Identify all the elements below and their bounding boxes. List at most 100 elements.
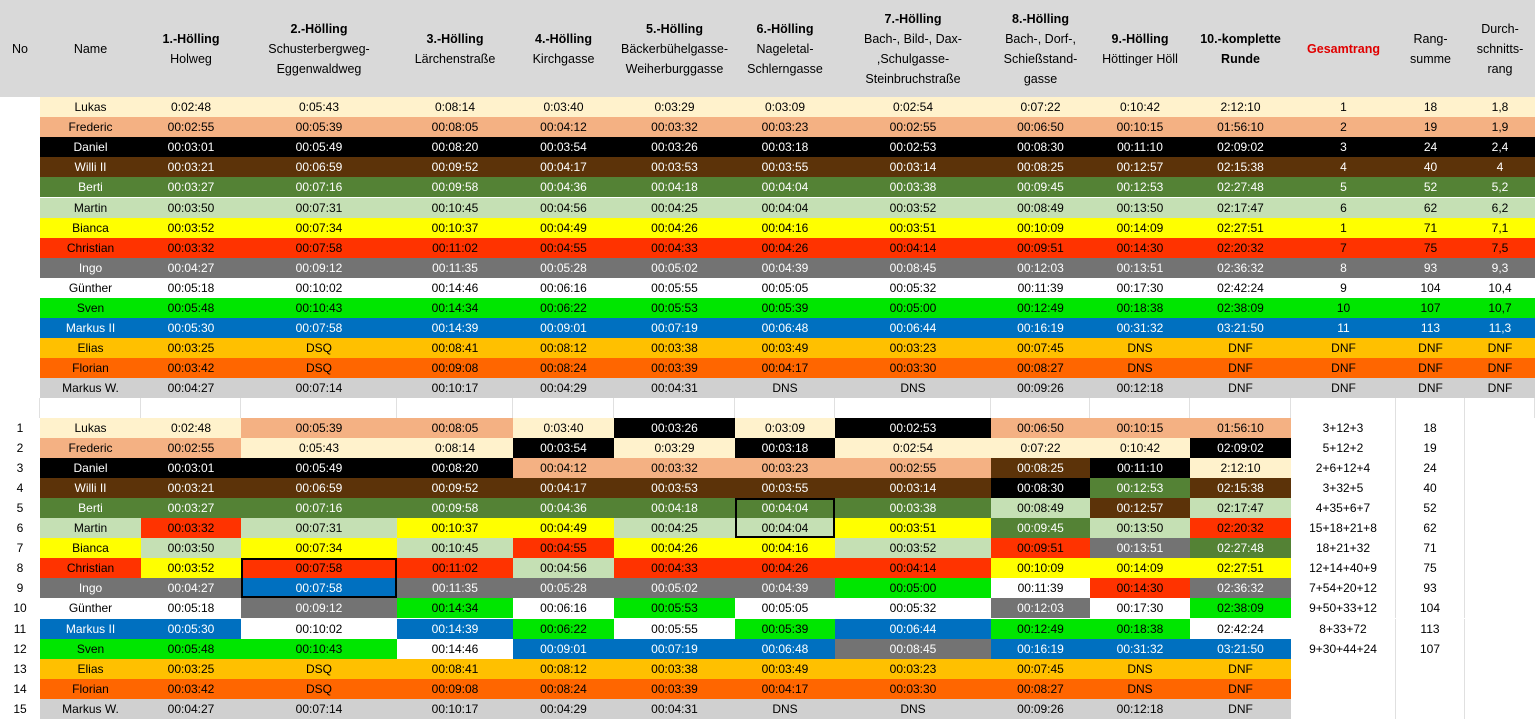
ranked-time-cell[interactable]: 00:06:48	[735, 638, 835, 659]
ranked-time-cell[interactable]: 00:10:45	[397, 538, 513, 559]
time-cell[interactable]: 00:04:04	[735, 197, 835, 218]
name-cell[interactable]: Sven	[40, 638, 141, 659]
ranked-time-cell[interactable]: 00:05:28	[513, 578, 614, 599]
ranked-time-cell[interactable]: 02:17:47	[1190, 497, 1291, 518]
name-cell[interactable]: Willi II	[40, 157, 141, 178]
ranked-time-cell[interactable]: DNS	[1090, 658, 1190, 679]
time-cell[interactable]: 00:31:32	[1090, 318, 1190, 339]
ranked-time-cell[interactable]: 00:10:43	[241, 638, 397, 659]
row-number[interactable]	[0, 258, 40, 278]
ranked-time-cell[interactable]: 00:04:16	[735, 538, 835, 559]
time-cell[interactable]: 00:05:30	[141, 318, 241, 339]
time-cell[interactable]: 00:12:49	[991, 298, 1090, 319]
average-rank-cell[interactable]: 6,2	[1465, 197, 1535, 218]
ranked-time-cell[interactable]: 00:03:55	[735, 477, 835, 498]
time-cell[interactable]: 00:09:52	[397, 157, 513, 178]
time-cell[interactable]: 02:27:51	[1190, 217, 1291, 238]
rank-sum-cell[interactable]: 104	[1396, 598, 1465, 619]
ranked-time-cell[interactable]: 0:03:09	[735, 417, 835, 438]
row-number[interactable]	[0, 278, 40, 298]
rank-sum-cell[interactable]: 52	[1396, 177, 1465, 198]
rank-sum-cell[interactable]: 52	[1396, 497, 1465, 518]
rank-sum-cell[interactable]: 113	[1396, 618, 1465, 639]
rank-sum-cell[interactable]: 40	[1396, 157, 1465, 178]
time-cell[interactable]: 00:04:12	[513, 117, 614, 138]
ranked-time-cell[interactable]: 00:08:41	[397, 658, 513, 679]
overall-rank-cell[interactable]: 10	[1291, 298, 1396, 319]
time-cell[interactable]: 00:05:53	[614, 298, 735, 319]
header-cell[interactable]: 9.-Hölling Höttinger Höll	[1090, 0, 1190, 97]
time-cell[interactable]: 0:03:40	[513, 97, 614, 118]
ranked-time-cell[interactable]: 02:15:38	[1190, 477, 1291, 498]
ranked-time-cell[interactable]: 00:04:31	[614, 698, 735, 719]
ranked-time-cell[interactable]: 00:04:27	[141, 698, 241, 719]
name-cell[interactable]: Günther	[40, 598, 141, 619]
ranked-time-cell[interactable]: 00:03:18	[735, 437, 835, 458]
row-number[interactable]: 5	[16, 500, 24, 515]
row-number[interactable]	[0, 198, 40, 218]
time-cell[interactable]: 00:03:21	[141, 157, 241, 178]
time-cell[interactable]: 00:12:57	[1090, 157, 1190, 178]
row-number[interactable]: 7	[16, 541, 24, 556]
name-cell[interactable]: Daniel	[40, 457, 141, 478]
time-cell[interactable]: 00:14:34	[397, 298, 513, 319]
rank-sum-cell[interactable]: 75	[1396, 558, 1465, 579]
row-number[interactable]: 3	[16, 460, 24, 475]
ranked-time-cell[interactable]: 00:03:54	[513, 437, 614, 458]
row-number[interactable]: 12	[13, 641, 27, 656]
header-cell[interactable]: Gesamtrang	[1291, 0, 1396, 97]
ranked-time-cell[interactable]: DNF	[1190, 678, 1291, 699]
time-cell[interactable]: 00:03:52	[835, 197, 991, 218]
time-cell[interactable]: 00:09:26	[991, 378, 1090, 399]
empty-cell[interactable]	[1465, 659, 1535, 679]
header-cell[interactable]: 7.-Hölling Bach-, Bild-, Dax- ,Schulgasse-…	[835, 0, 991, 97]
time-cell[interactable]: 00:04:49	[513, 217, 614, 238]
ranked-time-cell[interactable]: DSQ	[241, 678, 397, 699]
overall-rank-cell[interactable]: 11	[1291, 318, 1396, 339]
header-cell[interactable]: Durch-schnitts-rang	[1465, 0, 1535, 97]
empty-cell[interactable]	[1465, 458, 1535, 478]
time-cell[interactable]: 00:04:26	[614, 217, 735, 238]
rank-sum-cell[interactable]: DNF	[1396, 338, 1465, 359]
rank-sum-expression[interactable]: 4+35+6+7	[1291, 497, 1396, 518]
ranked-time-cell[interactable]: 00:03:38	[614, 658, 735, 679]
ranked-time-cell[interactable]: 00:04:04	[735, 518, 835, 539]
row-number[interactable]: 13	[13, 661, 27, 676]
ranked-time-cell[interactable]: 00:08:24	[513, 678, 614, 699]
rank-sum-cell[interactable]: DNF	[1396, 378, 1465, 399]
ranked-time-cell[interactable]: 00:03:01	[141, 457, 241, 478]
ranked-time-cell[interactable]: 00:04:25	[614, 518, 735, 539]
empty-cell[interactable]	[397, 397, 513, 418]
time-cell[interactable]: 02:17:47	[1190, 197, 1291, 218]
average-rank-cell[interactable]: DNF	[1465, 338, 1535, 359]
ranked-time-cell[interactable]: 00:07:58	[241, 578, 397, 599]
overall-rank-cell[interactable]: 1	[1291, 217, 1396, 238]
rank-sum-cell[interactable]	[1396, 658, 1465, 679]
ranked-time-cell[interactable]: 00:10:15	[1090, 417, 1190, 438]
ranked-time-cell[interactable]: 01:56:10	[1190, 417, 1291, 438]
time-cell[interactable]: 02:42:24	[1190, 277, 1291, 298]
time-cell[interactable]: 00:03:55	[735, 157, 835, 178]
name-cell[interactable]: Günther	[40, 277, 141, 298]
ranked-time-cell[interactable]: 00:14:09	[1090, 558, 1190, 579]
time-cell[interactable]: 00:04:25	[614, 197, 735, 218]
ranked-time-cell[interactable]: 00:05:30	[141, 618, 241, 639]
time-cell[interactable]: 0:02:48	[141, 97, 241, 118]
ranked-time-cell[interactable]: 00:14:34	[397, 598, 513, 619]
time-cell[interactable]: 00:03:23	[835, 338, 991, 359]
ranked-time-cell[interactable]: 0:10:42	[1090, 437, 1190, 458]
header-cell[interactable]: 6.-Hölling Nageletal- Schlerngasse	[735, 0, 835, 97]
average-rank-cell[interactable]: 2,4	[1465, 137, 1535, 158]
empty-cell[interactable]	[835, 397, 991, 418]
time-cell[interactable]: 00:08:30	[991, 137, 1090, 158]
time-cell[interactable]: 00:04:27	[141, 378, 241, 399]
time-cell[interactable]: 00:09:45	[991, 177, 1090, 198]
time-cell[interactable]: 00:03:32	[614, 117, 735, 138]
ranked-time-cell[interactable]: 00:11:39	[991, 578, 1090, 599]
rank-sum-expression[interactable]: 7+54+20+12	[1291, 578, 1396, 599]
ranked-time-cell[interactable]: DNF	[1190, 698, 1291, 719]
average-rank-cell[interactable]: DNF	[1465, 378, 1535, 399]
time-cell[interactable]: 00:07:14	[241, 378, 397, 399]
time-cell[interactable]: 00:05:48	[141, 298, 241, 319]
ranked-time-cell[interactable]: 00:13:51	[1090, 538, 1190, 559]
